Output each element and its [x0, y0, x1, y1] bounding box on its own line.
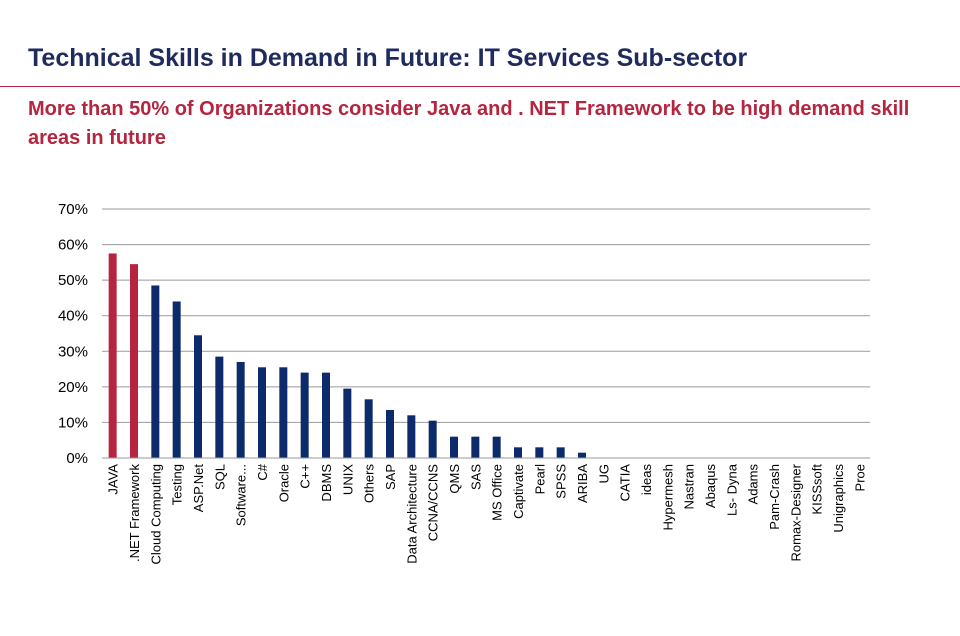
- y-tick-label: 30%: [58, 343, 88, 360]
- x-tick-label: C#: [255, 463, 270, 480]
- x-tick-label: Others: [362, 464, 377, 504]
- x-tick-label: Data Architecture: [404, 464, 419, 564]
- y-tick-label: 10%: [58, 414, 88, 431]
- x-tick-label: Ls- Dyna: [724, 463, 739, 516]
- bar-16: [450, 436, 458, 458]
- y-tick-label: 40%: [58, 308, 88, 325]
- x-tick-label: MS Office: [490, 464, 505, 521]
- x-tick-label: UNIX: [340, 464, 355, 495]
- x-tick-label: ASP.Net: [191, 464, 206, 513]
- x-tick-label: Software...: [234, 464, 249, 526]
- x-tick-label: QMS: [447, 464, 462, 494]
- x-tick-label: C++: [298, 464, 313, 489]
- x-tick-label: SAS: [468, 464, 483, 490]
- bar-17: [471, 436, 480, 458]
- bar-1: [130, 264, 138, 458]
- y-tick-label: 0%: [66, 450, 88, 467]
- x-tick-label: DBMS: [319, 464, 334, 502]
- bar-20: [535, 447, 544, 458]
- x-tick-label: ideas: [639, 464, 654, 496]
- bar-3: [172, 301, 181, 458]
- bar-22: [578, 452, 586, 458]
- x-tick-label: .NET Framework: [127, 464, 142, 562]
- y-tick-label: 20%: [58, 379, 88, 396]
- bar-18: [492, 436, 501, 458]
- y-axis: 0% 10% 20% 30% 40% 50% 60% 70%: [58, 201, 88, 467]
- bar-12: [364, 399, 373, 458]
- x-tick-label: Unigraphics: [831, 464, 846, 533]
- bar-8: [279, 367, 288, 458]
- x-tick-label: CCNA/CCNS: [426, 464, 441, 542]
- x-tick-label: UG: [596, 464, 611, 484]
- y-tick-label: 70%: [58, 201, 88, 218]
- title-divider: [0, 86, 960, 87]
- bar-4: [194, 335, 202, 458]
- x-tick-label: Abaqus: [703, 464, 718, 509]
- x-tick-label: Captivate: [511, 464, 526, 519]
- x-tick-label: Cloud Computing: [148, 464, 163, 564]
- chart-gridlines: [102, 208, 870, 423]
- x-tick-label: ARIBA: [575, 464, 590, 503]
- x-axis: JAVA .NET Framework Cloud Computing Testing…: [102, 457, 870, 564]
- x-tick-label: JAVA: [106, 464, 121, 495]
- bar-7: [258, 367, 266, 458]
- bar-11: [343, 388, 352, 458]
- x-tick-label: Hypermesh: [660, 464, 675, 530]
- bar-9: [300, 372, 309, 458]
- y-tick-label: 60%: [58, 237, 88, 254]
- x-tick-label: Pearl: [532, 464, 547, 494]
- slide-subtitle: More than 50% of Organizations consider …: [28, 98, 910, 149]
- x-tick-label: Pam-Crash: [767, 464, 782, 530]
- y-tick-label: 50%: [58, 272, 88, 289]
- bar-15: [428, 420, 437, 458]
- bar-21: [556, 447, 565, 458]
- x-tick-label: SPSS: [554, 464, 569, 499]
- x-tick-label: Romax-Designer: [788, 463, 803, 561]
- x-tick-label: SQL: [212, 464, 227, 490]
- x-tick-label: Adams: [746, 464, 761, 505]
- x-tick-label: SAP: [383, 464, 398, 490]
- x-tick-label: Testing: [170, 464, 185, 505]
- x-tick-label: CATIA: [618, 464, 633, 502]
- bar-2: [151, 285, 160, 458]
- bar-10: [322, 372, 330, 458]
- x-tick-label: KISSsoft: [810, 464, 825, 515]
- x-tick-label: Oracle: [276, 464, 291, 502]
- bar-19: [514, 447, 522, 458]
- x-tick-label: Nastran: [682, 464, 697, 510]
- bar-0: [108, 253, 117, 458]
- slide-title: Technical Skills in Demand in Future: IT…: [28, 44, 748, 72]
- bar-13: [386, 409, 394, 458]
- bar-6: [236, 361, 245, 458]
- bar-14: [407, 415, 416, 458]
- chart-bars: [108, 253, 586, 458]
- bar-5: [215, 356, 224, 458]
- x-tick-label: Proe: [852, 464, 867, 491]
